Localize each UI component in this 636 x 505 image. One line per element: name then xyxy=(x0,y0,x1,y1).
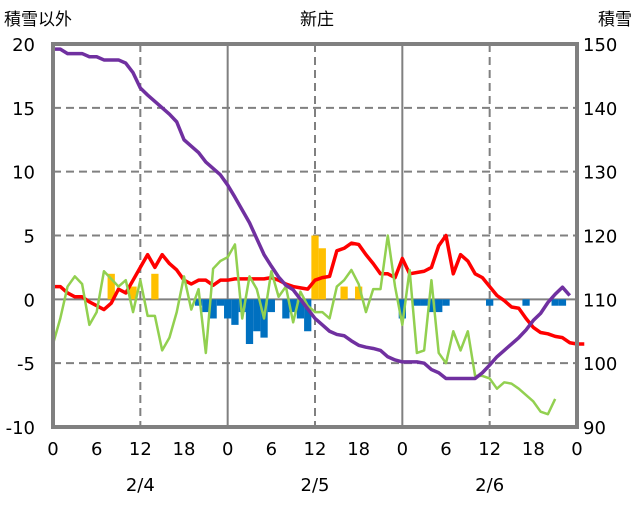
blue-bars-bar xyxy=(267,299,275,313)
x-tick-label: 6 xyxy=(440,439,451,460)
blue-bars-bar xyxy=(435,299,443,313)
x-tick-label: 0 xyxy=(222,439,233,460)
orange-bars-bar xyxy=(311,235,319,300)
x-tick-label: 18 xyxy=(522,439,545,460)
right-axis-title: 積雪 xyxy=(598,10,632,30)
y-left-tick-label: -5 xyxy=(17,354,35,375)
y-left-tick-label: -10 xyxy=(6,418,35,439)
y-left-tick-label: 15 xyxy=(12,99,35,120)
blue-bars-bar xyxy=(522,299,530,306)
blue-bars-bar xyxy=(558,299,567,306)
blue-bars-bar xyxy=(289,299,297,313)
plot-border xyxy=(51,42,579,429)
date-label: 2/4 xyxy=(126,475,155,496)
x-tick-label: 12 xyxy=(129,439,152,460)
blue-bars-bar xyxy=(442,299,450,306)
green-line xyxy=(51,234,557,416)
x-tick-label: 18 xyxy=(173,439,196,460)
blue-bars-bar xyxy=(194,299,203,306)
x-tick-label: 18 xyxy=(347,439,370,460)
y-right-tick-label: 90 xyxy=(583,418,606,439)
x-tick-label: 0 xyxy=(571,439,582,460)
y-left-tick-label: 20 xyxy=(12,35,35,56)
blue-bars-bar xyxy=(253,299,261,332)
orange-bars-bar xyxy=(107,273,115,300)
x-tick-label: 12 xyxy=(478,439,501,460)
y-right-tick-label: 120 xyxy=(583,227,617,248)
y-right-tick-label: 140 xyxy=(583,99,617,120)
blue-bars-bar xyxy=(420,299,428,306)
blue-bars-bar xyxy=(216,299,225,306)
blue-bars-bar xyxy=(486,299,494,306)
y-right-tick-label: 100 xyxy=(583,354,617,375)
y-right-tick-label: 130 xyxy=(583,163,617,184)
blue-bars-bar xyxy=(202,299,210,313)
x-tick-label: 6 xyxy=(91,439,102,460)
blue-bars-bar xyxy=(224,299,232,319)
blue-bars-bar xyxy=(209,299,217,319)
blue-bars-bar xyxy=(551,299,559,306)
blue-bars-bar xyxy=(245,299,254,345)
plot-frame xyxy=(51,42,579,429)
y-left-tick-label: 0 xyxy=(24,290,35,311)
blue-bars-bar xyxy=(427,299,436,313)
blue-bars-bar xyxy=(398,299,406,319)
y-left-tick-label: 5 xyxy=(24,227,35,248)
y-right-tick-label: 110 xyxy=(583,290,617,311)
blue-bars-bar xyxy=(304,299,312,332)
blue-bars-bar xyxy=(282,299,290,319)
x-tick-label: 6 xyxy=(266,439,277,460)
chart-title: 新庄 xyxy=(300,10,334,30)
orange-bars-bar xyxy=(355,286,363,300)
date-label: 2/5 xyxy=(301,475,330,496)
x-tick-label: 0 xyxy=(397,439,408,460)
date-label: 2/6 xyxy=(475,475,504,496)
x-tick-label: 12 xyxy=(304,439,327,460)
red-line xyxy=(53,233,585,346)
x-tick-label: 0 xyxy=(47,439,58,460)
orange-bars-bar xyxy=(340,286,348,300)
blue-bars-bar xyxy=(231,299,239,325)
orange-bars-bar xyxy=(151,273,159,300)
blue-bars-bar xyxy=(413,299,421,306)
y-right-tick-label: 150 xyxy=(583,35,617,56)
orange-bars-bar xyxy=(318,248,326,300)
blue-bars-bar xyxy=(296,299,305,319)
purple-line xyxy=(53,47,572,381)
y-left-tick-label: 10 xyxy=(12,163,35,184)
left-axis-title: 積雪以外 xyxy=(4,10,72,30)
lines xyxy=(51,47,585,416)
orange-bars-bar xyxy=(129,286,137,300)
